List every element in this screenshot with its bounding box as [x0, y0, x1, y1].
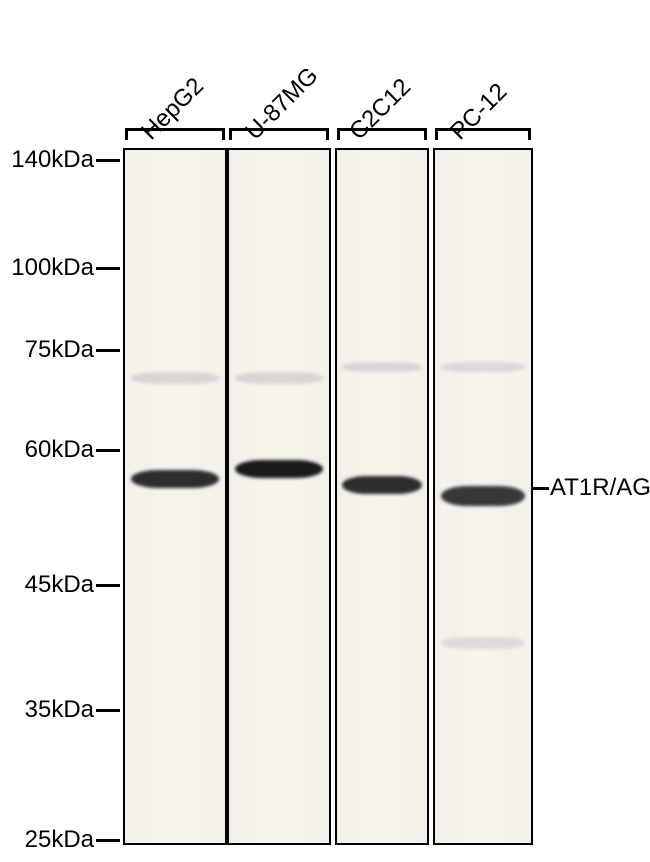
western-blot-figure: { "figure": { "type": "western_blot", "w… [0, 0, 650, 862]
mw-label-6: 25kDa [4, 826, 94, 854]
blot-band [342, 362, 421, 372]
blot-band [441, 637, 525, 649]
mw-tick-0 [96, 159, 120, 162]
target-label: AT1R/AGTR1 [550, 474, 650, 502]
blot-band [441, 362, 525, 372]
mw-label-2: 75kDa [4, 336, 94, 364]
mw-label-0: 140kDa [4, 146, 94, 174]
blot-strip-3 [433, 148, 533, 845]
mw-label-4: 45kDa [4, 571, 94, 599]
mw-tick-5 [96, 709, 120, 712]
blot-strip-1 [227, 148, 331, 845]
blot-band [235, 372, 323, 384]
blot-band [342, 476, 421, 494]
blot-band [235, 460, 323, 478]
blot-strip-2 [335, 148, 429, 845]
blot-strip-0 [123, 148, 227, 845]
mw-tick-1 [96, 267, 120, 270]
mw-label-3: 60kDa [4, 436, 94, 464]
mw-label-5: 35kDa [4, 696, 94, 724]
mw-tick-4 [96, 584, 120, 587]
blot-band [131, 372, 219, 384]
blot-band [441, 486, 525, 506]
blot-band [131, 470, 219, 488]
target-tick [533, 487, 549, 490]
mw-tick-6 [96, 839, 120, 842]
mw-tick-3 [96, 449, 120, 452]
mw-tick-2 [96, 349, 120, 352]
mw-label-1: 100kDa [4, 254, 94, 282]
